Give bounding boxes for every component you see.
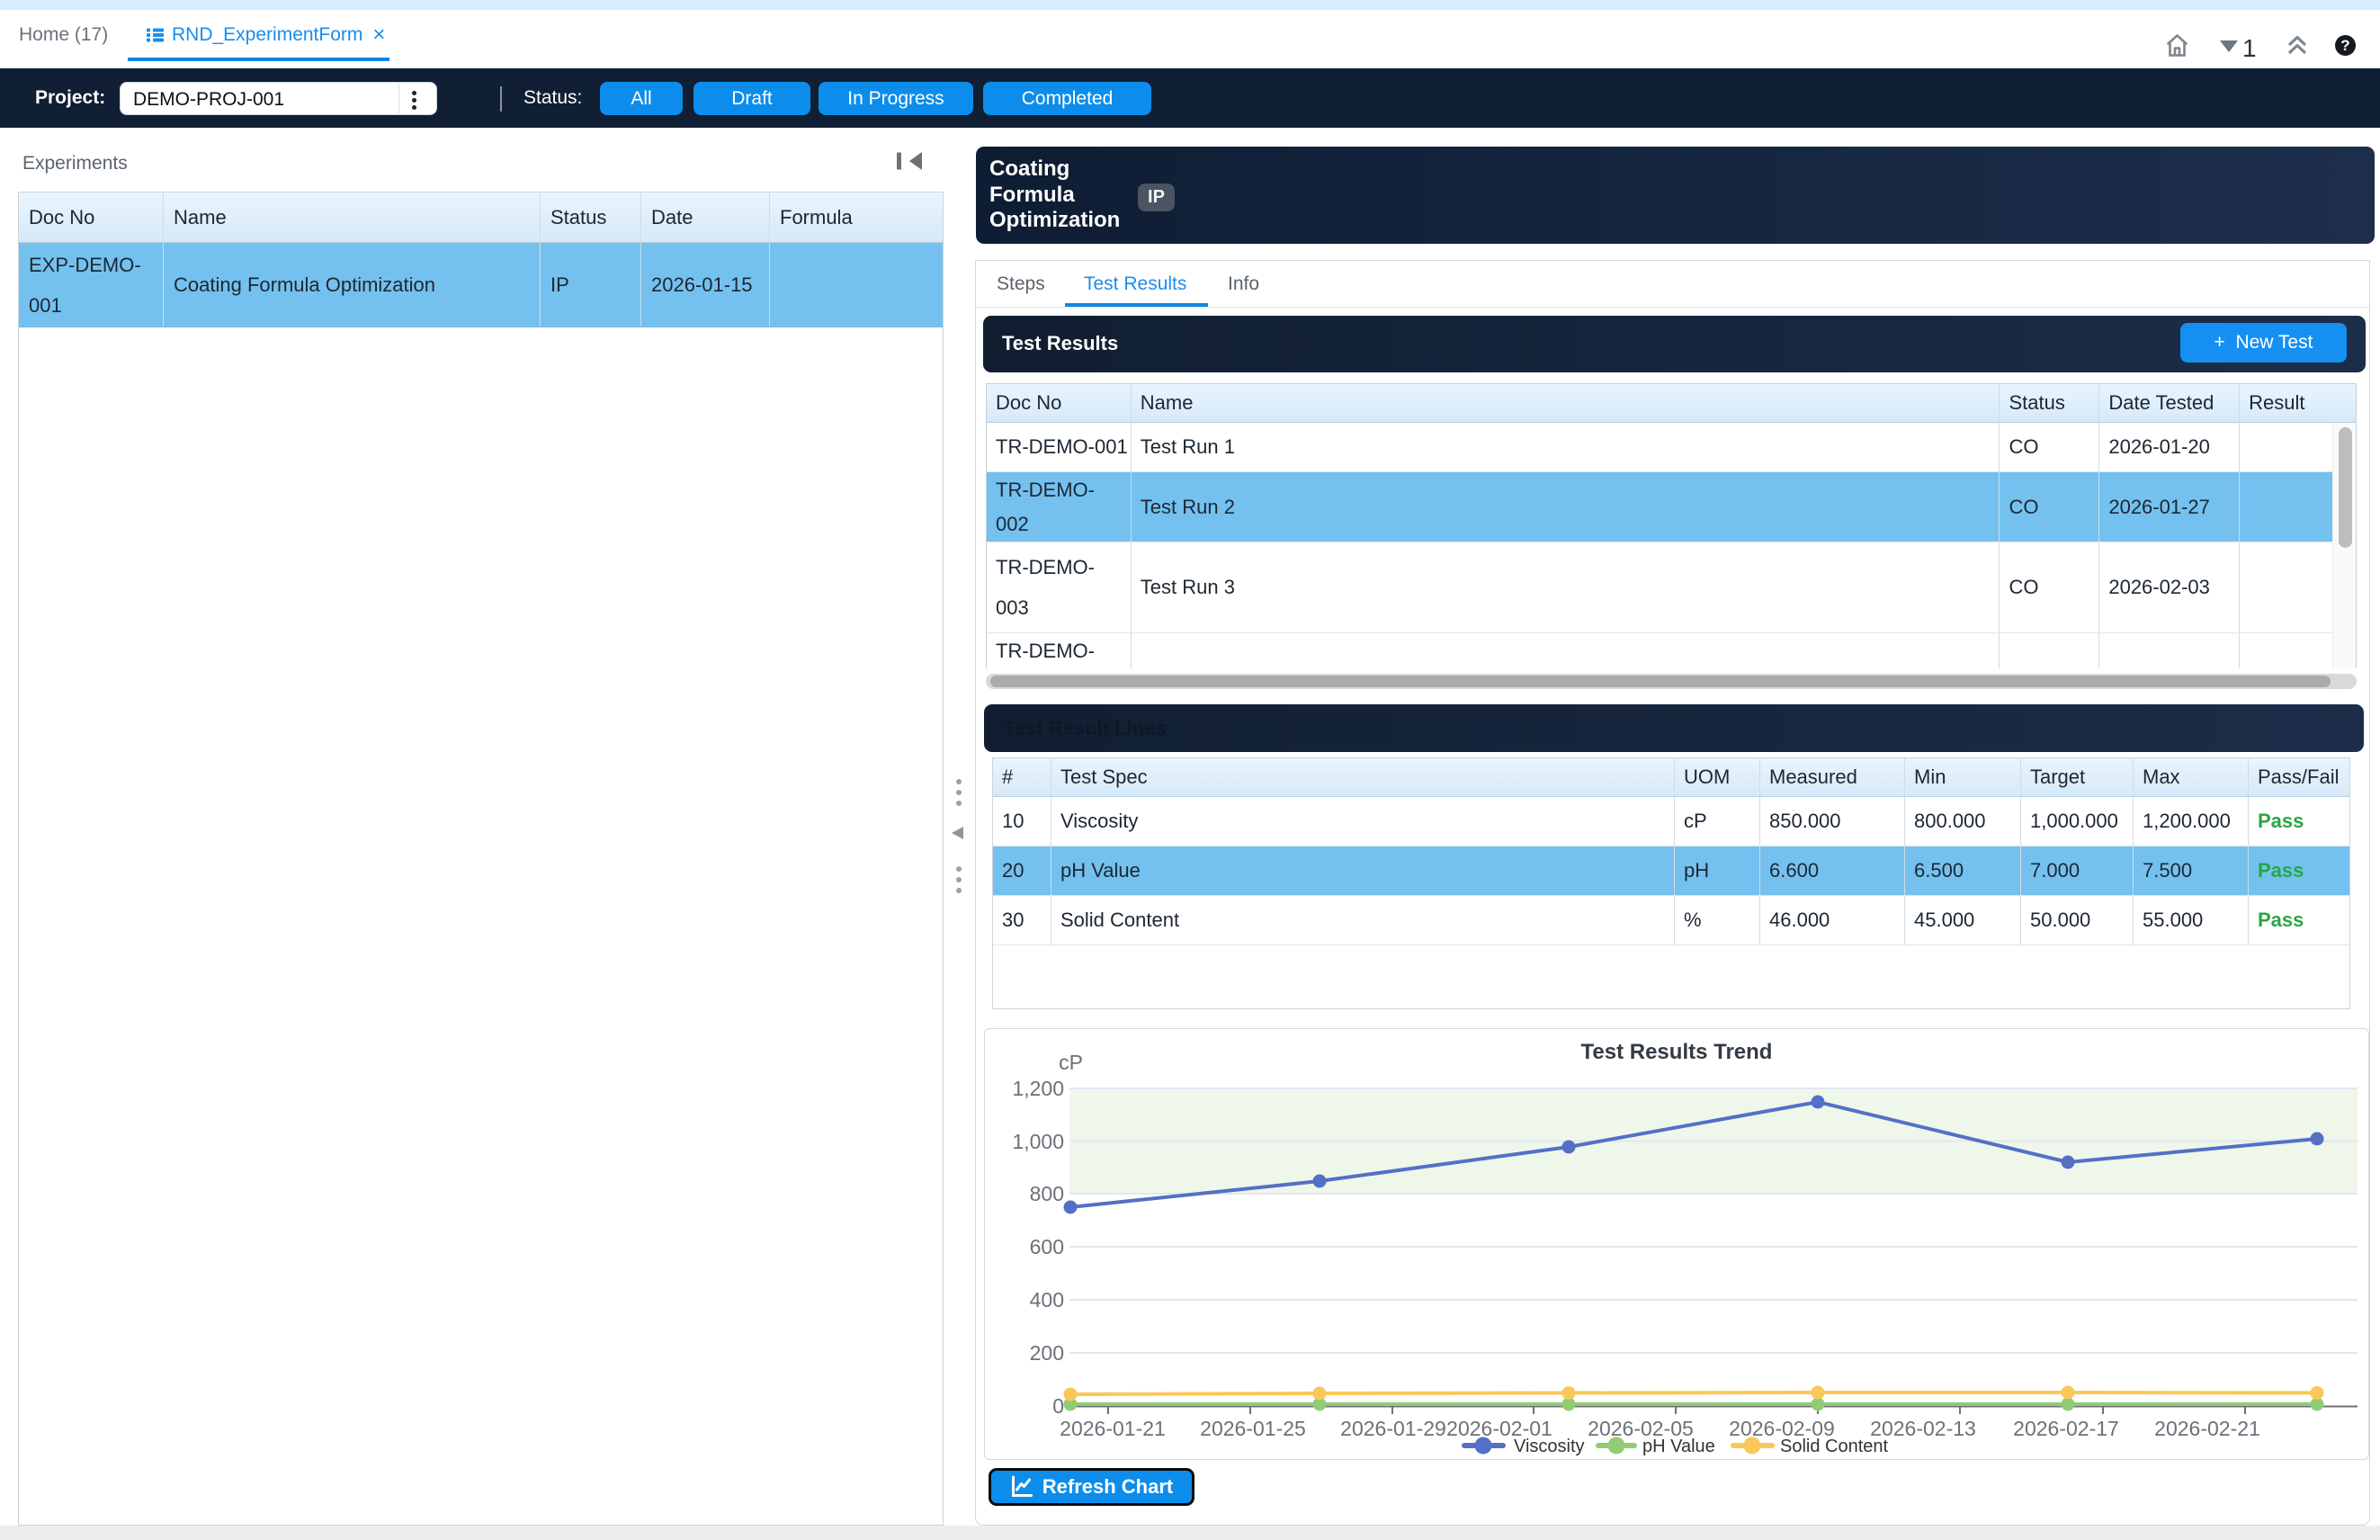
svg-text:Viscosity: Viscosity	[1514, 1437, 1585, 1456]
svg-text:1,200: 1,200	[1012, 1077, 1064, 1100]
svg-text:cP: cP	[1059, 1051, 1083, 1074]
svg-text:1,000: 1,000	[1012, 1130, 1064, 1153]
svg-text:200: 200	[1030, 1341, 1064, 1365]
svg-text:pH Value: pH Value	[1642, 1437, 1715, 1456]
svg-text:2026-01-29: 2026-01-29	[1340, 1417, 1446, 1440]
svg-text:0: 0	[1052, 1394, 1064, 1418]
svg-text:2026-01-21: 2026-01-21	[1060, 1417, 1166, 1440]
svg-text:Solid Content: Solid Content	[1780, 1437, 1889, 1456]
svg-text:2026-01-25: 2026-01-25	[1200, 1417, 1306, 1440]
svg-text:600: 600	[1030, 1235, 1064, 1258]
svg-text:800: 800	[1030, 1182, 1064, 1205]
svg-text:400: 400	[1030, 1288, 1064, 1312]
svg-text:2026-02-17: 2026-02-17	[2013, 1417, 2119, 1440]
svg-text:2026-02-09: 2026-02-09	[1729, 1417, 1835, 1440]
svg-text:2026-02-13: 2026-02-13	[1870, 1417, 1976, 1440]
svg-text:Test Results Trend: Test Results Trend	[1581, 1040, 1773, 1064]
svg-text:2026-02-21: 2026-02-21	[2154, 1417, 2260, 1440]
svg-text:2026-02-01: 2026-02-01	[1446, 1417, 1552, 1440]
svg-text:2026-02-05: 2026-02-05	[1588, 1417, 1694, 1440]
